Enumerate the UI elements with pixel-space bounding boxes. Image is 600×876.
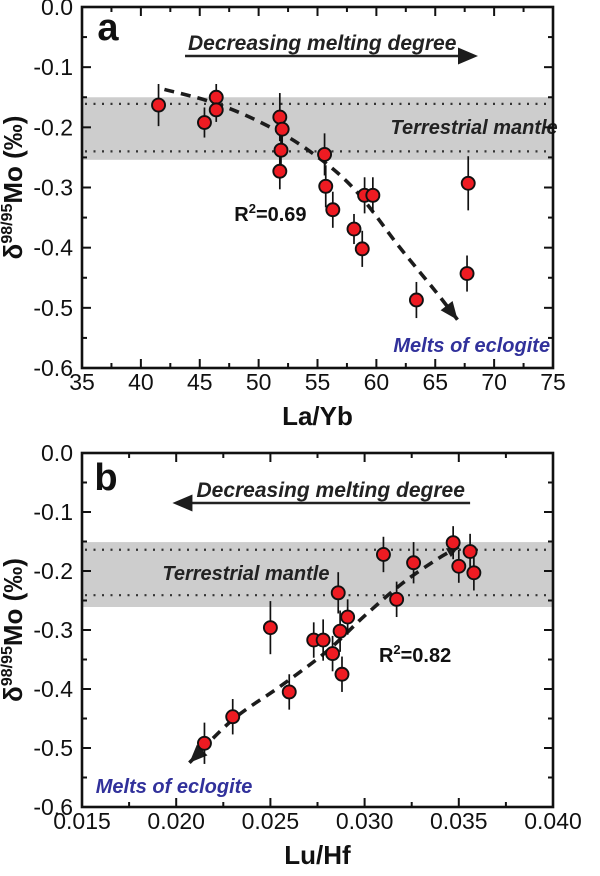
x-tick-label: 75 (540, 369, 566, 395)
y-tick-label: -0.6 (33, 355, 73, 381)
x-tick-label: 60 (364, 369, 390, 395)
panel-a: Terrestrial mantle Decreasing melting deg… (0, 0, 566, 431)
data-point (315, 632, 331, 648)
data-point (408, 292, 424, 308)
data-point (225, 709, 241, 725)
x-tick-label: 35 (69, 369, 95, 395)
x-tick-label: 0.030 (336, 808, 394, 834)
y-tick-label: -0.4 (33, 676, 73, 702)
melting-degree-arrowhead (457, 47, 478, 65)
y-tick-label: -0.3 (33, 617, 73, 643)
data-point (466, 565, 482, 581)
melting-degree-label: Decreasing melting degree (188, 32, 457, 55)
data-point (332, 623, 348, 639)
data-point (451, 558, 467, 574)
data-point (318, 178, 334, 194)
x-tick-label: 40 (128, 369, 154, 395)
melting-degree-arrowhead (172, 494, 193, 512)
y-tick-label: -0.6 (33, 794, 73, 820)
axis-box (80, 451, 555, 809)
data-point (273, 142, 289, 158)
x-tick-label: 0.040 (524, 808, 582, 834)
y-tick-label: -0.1 (33, 54, 73, 80)
data-point (460, 175, 476, 191)
panel-letter: a (97, 7, 119, 49)
y-tick-label: -0.5 (33, 295, 73, 321)
y-tick-label: 0.0 (41, 440, 73, 466)
data-point (459, 266, 475, 281)
trend-arrowhead (440, 301, 458, 320)
data-point (346, 221, 362, 237)
data-point (325, 202, 341, 218)
x-axis-title: La/Yb (282, 401, 353, 431)
y-tick-label: -0.3 (33, 175, 73, 201)
data-point (317, 146, 333, 162)
axis-box (80, 5, 555, 370)
data-point (334, 666, 350, 682)
data-point (340, 609, 356, 625)
data-point (208, 89, 224, 105)
x-tick-label: 0.020 (147, 808, 205, 834)
x-tick-label: 0.015 (53, 808, 111, 834)
y-tick-label: 0.0 (41, 0, 73, 20)
y-tick-label: -0.2 (33, 114, 73, 140)
data-point (365, 187, 381, 203)
r2-label: R2=0.69 (234, 201, 306, 226)
y-axis-title: δ98/95Mo (‰) (0, 558, 28, 702)
data-point (272, 109, 288, 125)
x-tick-label: 70 (481, 369, 507, 395)
data-point (406, 555, 422, 571)
melting-degree-label: Decreasing melting degree (196, 479, 465, 502)
trend-arrowhead (189, 744, 208, 763)
data-point (274, 121, 290, 137)
data-point (197, 115, 212, 130)
data-point (151, 97, 166, 113)
data-point (375, 547, 391, 562)
y-tick-label: -0.1 (33, 499, 73, 525)
melts-of-eclogite-label: Melts of eclogite (393, 335, 550, 357)
x-axis-title: Lu/Hf (284, 840, 351, 870)
data-point (389, 591, 405, 607)
data-point (354, 241, 370, 257)
terrestrial-mantle-label: Terrestrial mantle (391, 117, 558, 139)
data-point (262, 620, 278, 636)
x-tick-label: 55 (305, 369, 331, 395)
panel-b: Terrestrial mantle Decreasing melting deg… (0, 440, 582, 870)
y-tick-label: -0.4 (33, 235, 73, 261)
x-tick-label: 0.035 (430, 808, 488, 834)
data-point (281, 684, 297, 700)
y-tick-label: -0.5 (33, 735, 73, 761)
data-point (330, 585, 346, 601)
terrestrial-mantle-label: Terrestrial mantle (162, 563, 329, 585)
x-tick-label: 0.025 (242, 808, 300, 834)
y-tick-label: -0.2 (33, 558, 73, 584)
data-point (445, 535, 461, 551)
data-point (325, 646, 341, 662)
melts-of-eclogite-label: Melts of eclogite (96, 776, 253, 798)
data-point (208, 102, 224, 118)
x-tick-label: 65 (422, 369, 448, 395)
x-tick-label: 45 (187, 369, 213, 395)
r2-label: R2=0.82 (379, 642, 451, 667)
panel-letter: b (94, 457, 117, 499)
y-axis-title: δ98/95Mo (‰) (0, 116, 28, 260)
data-point (197, 735, 212, 751)
x-tick-label: 50 (246, 369, 272, 395)
data-point (272, 163, 288, 179)
data-point (462, 544, 478, 559)
